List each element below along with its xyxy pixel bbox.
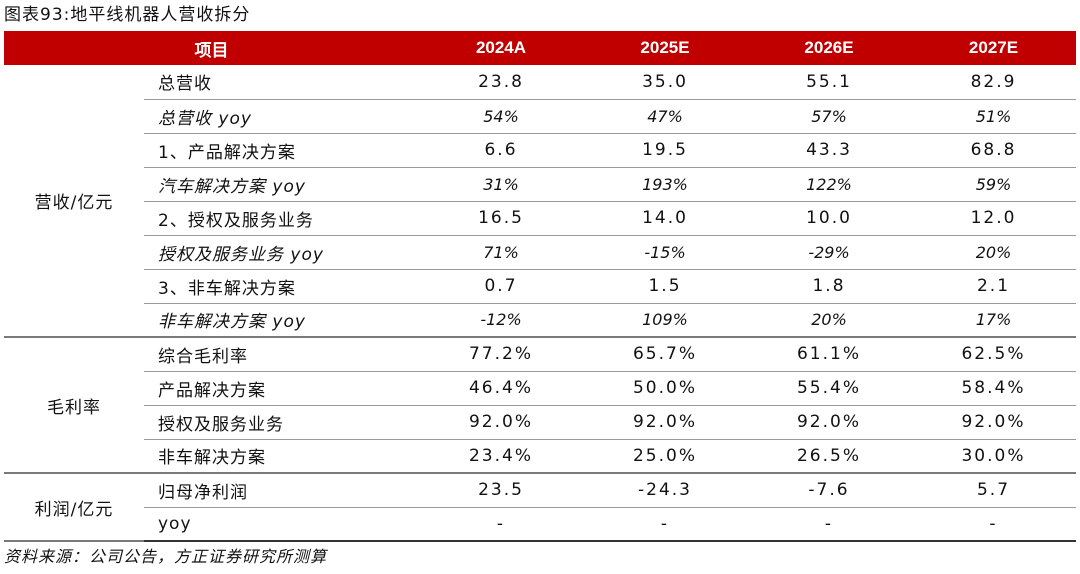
cell-2027e: 12.0 xyxy=(911,201,1076,236)
header-item: 项目 xyxy=(194,40,229,60)
revenue-breakdown-table: 项目 2024A 2025E 2026E 2027E 营收/亿元 总营收 23.8 3… xyxy=(4,31,1076,542)
cell-2027e: 2.1 xyxy=(911,269,1076,304)
group-label-profit: 利润/亿元 xyxy=(4,473,144,542)
cell-2025e: 193% xyxy=(583,167,747,202)
table-row: 汽车解决方案 yoy 31% 193% 122% 59% xyxy=(4,167,1076,202)
table-row: 利润/亿元 归母净利润 23.5 -24.3 -7.6 5.7 xyxy=(4,473,1076,542)
table-body: 营收/亿元 总营收 23.8 35.0 55.1 82.9 总营收 yoy 54% 47% 57%… xyxy=(4,65,1076,542)
row-label: 总营收 yoy xyxy=(144,99,419,134)
row-label: 2、授权及服务业务 xyxy=(144,201,419,236)
cell-2027e: 5.7 xyxy=(911,473,1076,508)
cell-2024a: 23.8 xyxy=(419,65,583,100)
table-row: 授权及服务业务 yoy 71% -15% -29% 20% xyxy=(4,235,1076,270)
cell-2027e: 30.0% xyxy=(911,439,1076,474)
cell-2024a: 54% xyxy=(419,99,583,134)
table-row: 营收/亿元 总营收 23.8 35.0 55.1 82.9 xyxy=(4,65,1076,338)
cell-2024a: - xyxy=(419,507,583,542)
table-row: 1、产品解决方案 6.6 19.5 43.3 68.8 xyxy=(4,133,1076,168)
cell-2025e: 92.0% xyxy=(583,405,747,440)
cell-2024a: 0.7 xyxy=(419,269,583,304)
cell-2027e: 17% xyxy=(911,303,1076,338)
row-label: 综合毛利率 xyxy=(144,337,419,372)
cell-2026e: 10.0 xyxy=(747,201,911,236)
cell-2026e: 61.1% xyxy=(747,337,911,372)
table-row: 毛利率 综合毛利率 77.2% 65.7% 61.1% 62.5% xyxy=(4,337,1076,474)
table-row: yoy - - - - xyxy=(4,507,1076,542)
cell-2025e: - xyxy=(583,507,747,542)
table-row: 非车解决方案 23.4% 25.0% 26.5% 30.0% xyxy=(4,439,1076,474)
cell-2027e: 51% xyxy=(911,99,1076,134)
cell-2024a: -12% xyxy=(419,303,583,338)
row-label: 总营收 xyxy=(144,65,419,100)
cell-2025e: 1.5 xyxy=(583,269,747,304)
cell-2026e: 55.1 xyxy=(747,65,911,100)
table-header-row: 项目 2024A 2025E 2026E 2027E xyxy=(4,31,1076,65)
cell-2025e: -15% xyxy=(583,235,747,270)
row-label: 授权及服务业务 yoy xyxy=(144,235,419,270)
cell-2025e: 65.7% xyxy=(583,337,747,372)
cell-2024a: 23.4% xyxy=(419,439,583,474)
cell-2026e: 57% xyxy=(747,99,911,134)
cell-2025e: 19.5 xyxy=(583,133,747,168)
table-row: 总营收 yoy 54% 47% 57% 51% xyxy=(4,99,1076,134)
cell-2026e: 43.3 xyxy=(747,133,911,168)
cell-2025e: 47% xyxy=(583,99,747,134)
row-label: 1、产品解决方案 xyxy=(144,133,419,168)
header-year-2025e: 2025E xyxy=(640,38,690,57)
cell-2027e: 58.4% xyxy=(911,371,1076,406)
cell-2026e: - xyxy=(747,507,911,542)
cell-2024a: 46.4% xyxy=(419,371,583,406)
cell-2025e: 25.0% xyxy=(583,439,747,474)
cell-2024a: 31% xyxy=(419,167,583,202)
cell-2026e: 20% xyxy=(747,303,911,338)
table-row: 非车解决方案 yoy -12% 109% 20% 17% xyxy=(4,303,1076,338)
row-label: 汽车解决方案 yoy xyxy=(144,167,419,202)
cell-2027e: 62.5% xyxy=(911,337,1076,372)
figure-title: 图表93:地平线机器人营收拆分 xyxy=(4,5,251,25)
cell-2026e: 92.0% xyxy=(747,405,911,440)
cell-2026e: 1.8 xyxy=(747,269,911,304)
cell-2026e: 122% xyxy=(747,167,911,202)
table-row: 授权及服务业务 92.0% 92.0% 92.0% 92.0% xyxy=(4,405,1076,440)
cell-2027e: 68.8 xyxy=(911,133,1076,168)
table-row: 3、非车解决方案 0.7 1.5 1.8 2.1 xyxy=(4,269,1076,304)
row-label: 产品解决方案 xyxy=(144,371,419,406)
row-label: 非车解决方案 xyxy=(144,439,419,474)
cell-2027e: 59% xyxy=(911,167,1076,202)
figure-source: 资料来源：公司公告，方正证券研究所测算 xyxy=(4,547,328,566)
cell-2027e: 82.9 xyxy=(911,65,1076,100)
row-label: 3、非车解决方案 xyxy=(144,269,419,304)
cell-2024a: 23.5 xyxy=(419,473,583,508)
cell-2026e: -7.6 xyxy=(747,473,911,508)
cell-2025e: 50.0% xyxy=(583,371,747,406)
cell-2024a: 6.6 xyxy=(419,133,583,168)
cell-2024a: 77.2% xyxy=(419,337,583,372)
cell-2024a: 71% xyxy=(419,235,583,270)
table-row: 2、授权及服务业务 16.5 14.0 10.0 12.0 xyxy=(4,201,1076,236)
cell-2027e: - xyxy=(911,507,1076,542)
cell-2025e: 109% xyxy=(583,303,747,338)
group-label-gross-margin: 毛利率 xyxy=(4,337,144,474)
cell-2024a: 92.0% xyxy=(419,405,583,440)
cell-2024a: 16.5 xyxy=(419,201,583,236)
header-year-2024a: 2024A xyxy=(475,38,527,57)
cell-2025e: 35.0 xyxy=(583,65,747,100)
cell-2027e: 92.0% xyxy=(911,405,1076,440)
group-label-revenue: 营收/亿元 xyxy=(4,65,144,338)
row-label: yoy xyxy=(144,507,419,542)
row-label: 归母净利润 xyxy=(144,473,419,508)
cell-2026e: 55.4% xyxy=(747,371,911,406)
row-label: 授权及服务业务 xyxy=(144,405,419,440)
row-label: 非车解决方案 yoy xyxy=(144,303,419,338)
cell-2025e: -24.3 xyxy=(583,473,747,508)
table-row: 产品解决方案 46.4% 50.0% 55.4% 58.4% xyxy=(4,371,1076,406)
cell-2025e: 14.0 xyxy=(583,201,747,236)
cell-2026e: 26.5% xyxy=(747,439,911,474)
header-year-2026e: 2026E xyxy=(804,38,854,57)
header-year-2027e: 2027E xyxy=(968,38,1019,57)
cell-2027e: 20% xyxy=(911,235,1076,270)
cell-2026e: -29% xyxy=(747,235,911,270)
